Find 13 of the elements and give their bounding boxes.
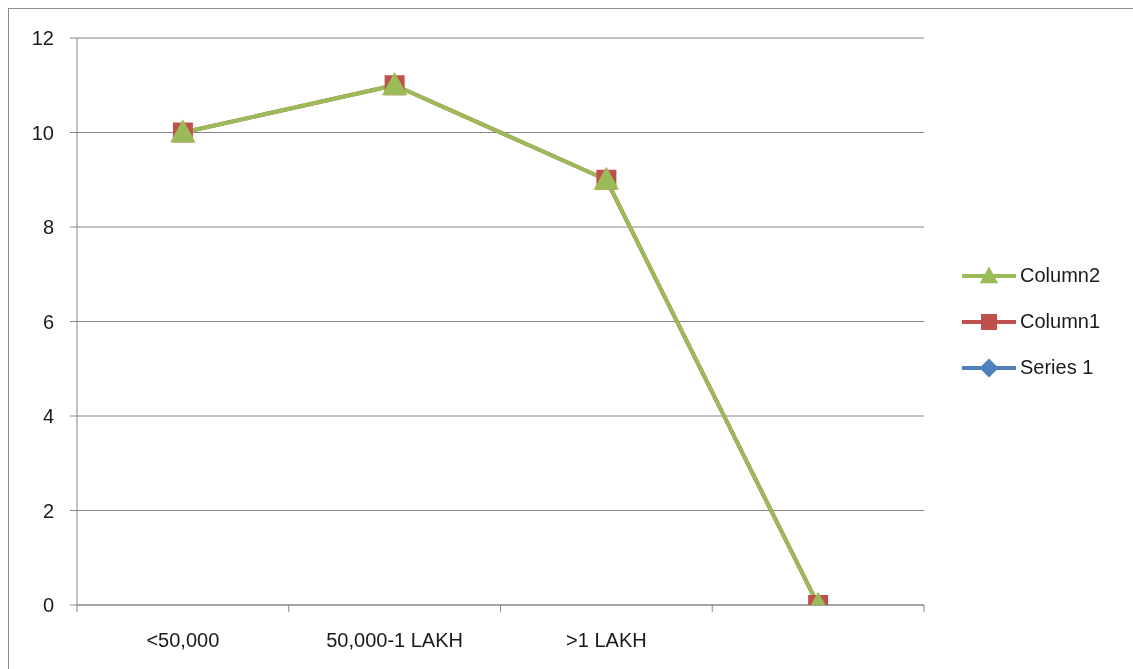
y-tick-label: 6 [42,310,54,333]
y-tick-label: 8 [42,216,54,239]
x-tick-label: 50,000-1 LAKH [326,629,464,651]
y-tick-label: 2 [42,499,54,522]
y-tick-label: 10 [31,121,54,144]
y-tick-label: 4 [42,405,54,428]
legend-label: Series 1 [1020,356,1094,379]
y-tick-label: 12 [31,27,54,50]
legend-label: Column1 [1020,310,1101,333]
x-tick-label: <50,000 [146,629,220,651]
legend-label: Column2 [1020,264,1101,287]
x-tick-label: >1 LAKH [566,629,647,651]
y-tick-label: 0 [42,594,54,617]
